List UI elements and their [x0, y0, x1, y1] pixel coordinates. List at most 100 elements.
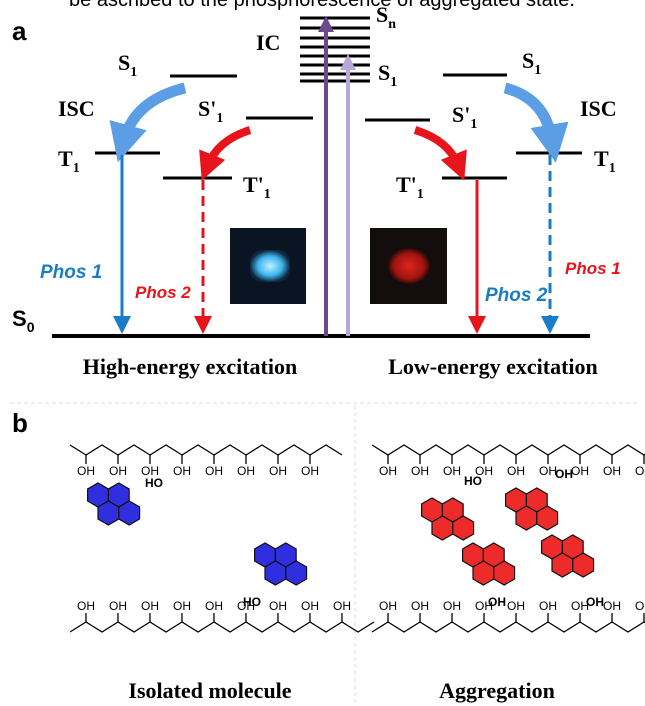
photo-blob: [250, 250, 290, 282]
polymer-chain: [70, 622, 374, 632]
state-sub: 1: [73, 161, 80, 176]
state-main: T': [396, 172, 417, 197]
ring: [494, 561, 515, 585]
state-label: S1: [118, 50, 137, 80]
pyrene-label: HO: [145, 476, 163, 490]
oh-label: OH: [507, 464, 525, 478]
polymer-chain: [372, 445, 645, 455]
sn-levels: [300, 18, 370, 81]
state-main: S: [522, 48, 534, 73]
state-label: IC: [256, 30, 280, 55]
pyrene-label: OH: [488, 595, 506, 609]
oh-label: OH: [77, 464, 95, 478]
state-label: ISC: [58, 96, 95, 121]
oh-label: OH: [411, 599, 429, 613]
emission-label: Phos 2: [135, 283, 191, 302]
state-label: T1: [58, 146, 80, 176]
pyrene-label: HO: [243, 595, 261, 609]
isc-arrow: [505, 88, 552, 140]
oh-label: OH: [603, 464, 621, 478]
oh-label: OH: [379, 599, 397, 613]
pyrene-label: OH: [586, 595, 604, 609]
state-label: S'1: [452, 102, 477, 132]
ring: [98, 501, 119, 525]
state-main: T: [594, 146, 609, 171]
pyrene-label: OH: [555, 467, 573, 481]
polymer-chain: [372, 622, 645, 632]
oh-label: OH: [571, 464, 589, 478]
state-main: IC: [256, 30, 280, 55]
oh-label: OH: [603, 599, 621, 613]
state-sub: 1: [534, 63, 541, 78]
oh-label: OH: [173, 464, 191, 478]
state-label: T1: [594, 146, 616, 176]
state-label: S0: [12, 306, 35, 335]
state-sub: 1: [470, 117, 477, 132]
oh-label: OH: [269, 599, 287, 613]
oh-label: OH: [379, 464, 397, 478]
state-label: S1: [378, 60, 397, 90]
panel-label: a: [12, 16, 27, 46]
ring: [453, 516, 474, 540]
state-main: S: [378, 60, 390, 85]
state-main: T: [58, 146, 73, 171]
ring: [473, 561, 494, 585]
state-main: ISC: [58, 96, 95, 121]
state-main: S': [198, 96, 216, 121]
oh-label: OH: [635, 464, 645, 478]
state-sub: 1: [417, 187, 424, 202]
panel-title: Isolated molecule: [128, 678, 291, 703]
ic-arrow: [208, 130, 250, 165]
state-main: S: [118, 50, 130, 75]
oh-label: OH: [173, 599, 191, 613]
state-sub: 0: [27, 319, 35, 335]
figure: be ascribed to the phosphorescence of ag…: [0, 0, 645, 706]
state-label: T'1: [243, 172, 271, 202]
state-sub: 1: [130, 65, 137, 80]
ring: [516, 506, 537, 530]
emission-label: Phos 1: [565, 259, 621, 278]
ring: [265, 561, 286, 585]
molecules: OHOHOHOHOHOHOHOHOHOHOHOHOHOHOHOHOHOHOHOH…: [70, 445, 645, 632]
state-sub: 1: [216, 111, 223, 126]
caption-fragment: be ascribed to the phosphorescence of ag…: [69, 0, 575, 11]
state-label: T'1: [396, 172, 424, 202]
pyrene-label: HO: [464, 474, 482, 488]
oh-label: OH: [109, 464, 127, 478]
panel-title: Aggregation: [439, 678, 555, 703]
state-main: ISC: [580, 96, 617, 121]
ring: [119, 501, 140, 525]
oh-label: OH: [205, 599, 223, 613]
state-main: T': [243, 172, 264, 197]
state-main: S': [452, 102, 470, 127]
excitation-label: Low-energy excitation: [388, 354, 598, 379]
ic-arrow: [415, 130, 458, 165]
emission-label: Phos 1: [40, 262, 102, 283]
oh-label: OH: [443, 599, 461, 613]
ring: [286, 561, 307, 585]
oh-label: OH: [109, 599, 127, 613]
excitation-label: High-energy excitation: [83, 354, 297, 379]
oh-label: OH: [301, 599, 319, 613]
state-sub: n: [388, 17, 396, 32]
isc-arrow: [124, 88, 185, 140]
state-label: S'1: [198, 96, 223, 126]
polymer-chain: [70, 445, 342, 455]
oh-label: OH: [205, 464, 223, 478]
panel-label: b: [12, 408, 28, 438]
state-main: S: [376, 2, 388, 27]
state-label: S1: [522, 48, 541, 78]
state-sub: 1: [264, 187, 271, 202]
oh-label: OH: [269, 464, 287, 478]
state-sub: 1: [609, 161, 616, 176]
oh-label: OH: [333, 599, 351, 613]
oh-label: OH: [443, 464, 461, 478]
oh-label: OH: [301, 464, 319, 478]
photo-blob: [388, 248, 430, 284]
oh-label: OH: [141, 599, 159, 613]
oh-label: OH: [539, 599, 557, 613]
ring: [537, 506, 558, 530]
state-sub: 1: [390, 75, 397, 90]
oh-label: OH: [77, 599, 95, 613]
oh-label: OH: [411, 464, 429, 478]
